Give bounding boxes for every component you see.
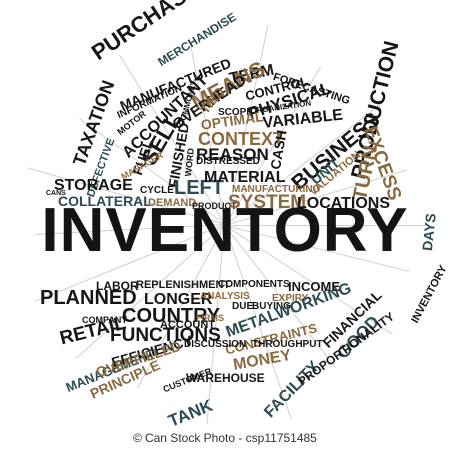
cloud-word: INCOME xyxy=(288,279,340,294)
cloud-word: SCOPE xyxy=(218,107,254,118)
cloud-word: LONGER xyxy=(144,291,213,308)
cloud-word: DISCUSSION xyxy=(184,339,247,350)
cloud-word: WORD xyxy=(183,147,196,177)
cloud-word: FUNCTIONS xyxy=(110,325,221,346)
cloud-word: COMPONENTS xyxy=(218,279,290,290)
cloud-word: CYCLE xyxy=(140,185,174,196)
cloud-word: DISTRESSED xyxy=(196,156,260,167)
cloud-word: COUNTRY xyxy=(122,305,221,327)
radial-line xyxy=(225,225,430,226)
cloud-word: MATERIAL xyxy=(204,169,286,186)
cloud-word: COMPANY xyxy=(82,315,128,325)
copyright-symbol: © xyxy=(133,431,142,445)
cloud-word: LEFT xyxy=(174,177,224,199)
cloud-word: FIRMS xyxy=(196,313,224,323)
cloud-word: THROUGHPUT xyxy=(252,339,323,350)
cloud-word: ACCOUNT xyxy=(160,319,215,331)
cloud-word: INVENTORY xyxy=(409,263,450,326)
cloud-word: REASON xyxy=(196,145,269,164)
cloud-word: PLANNED xyxy=(40,287,137,309)
cloud-word: ANALYSIS xyxy=(200,291,250,302)
cloud-word: DEMAND xyxy=(148,197,197,209)
cloud-word: CANS xyxy=(46,190,66,197)
cloud-word: TANK xyxy=(165,395,216,431)
cloud-word: CONTEXT xyxy=(198,129,285,149)
cloud-word: LOCATIONS xyxy=(297,195,391,212)
cloud-word: DUE xyxy=(232,301,254,312)
cloud-word: BUYING xyxy=(252,301,291,312)
cloud-word: MANUFACTURING xyxy=(232,184,321,195)
main-word: INVENTORY xyxy=(41,196,409,265)
cloud-word: WAREHOUSE xyxy=(186,371,265,385)
credit-text: Can Stock Photo - csp11751485 xyxy=(144,431,317,445)
cloud-word: SYSTEM xyxy=(228,192,307,213)
cloud-word: COLLATERAL xyxy=(58,193,152,209)
cloud-word: PRODUCT xyxy=(192,201,237,211)
cloud-word: LABOR xyxy=(96,279,139,293)
cloud-word: STORAGE xyxy=(54,177,133,194)
cloud-word: REPLENISHMENT xyxy=(136,279,231,291)
cloud-word: EXPIRY xyxy=(272,293,309,304)
image-credit: © Can Stock Photo - csp11751485 xyxy=(0,432,450,444)
